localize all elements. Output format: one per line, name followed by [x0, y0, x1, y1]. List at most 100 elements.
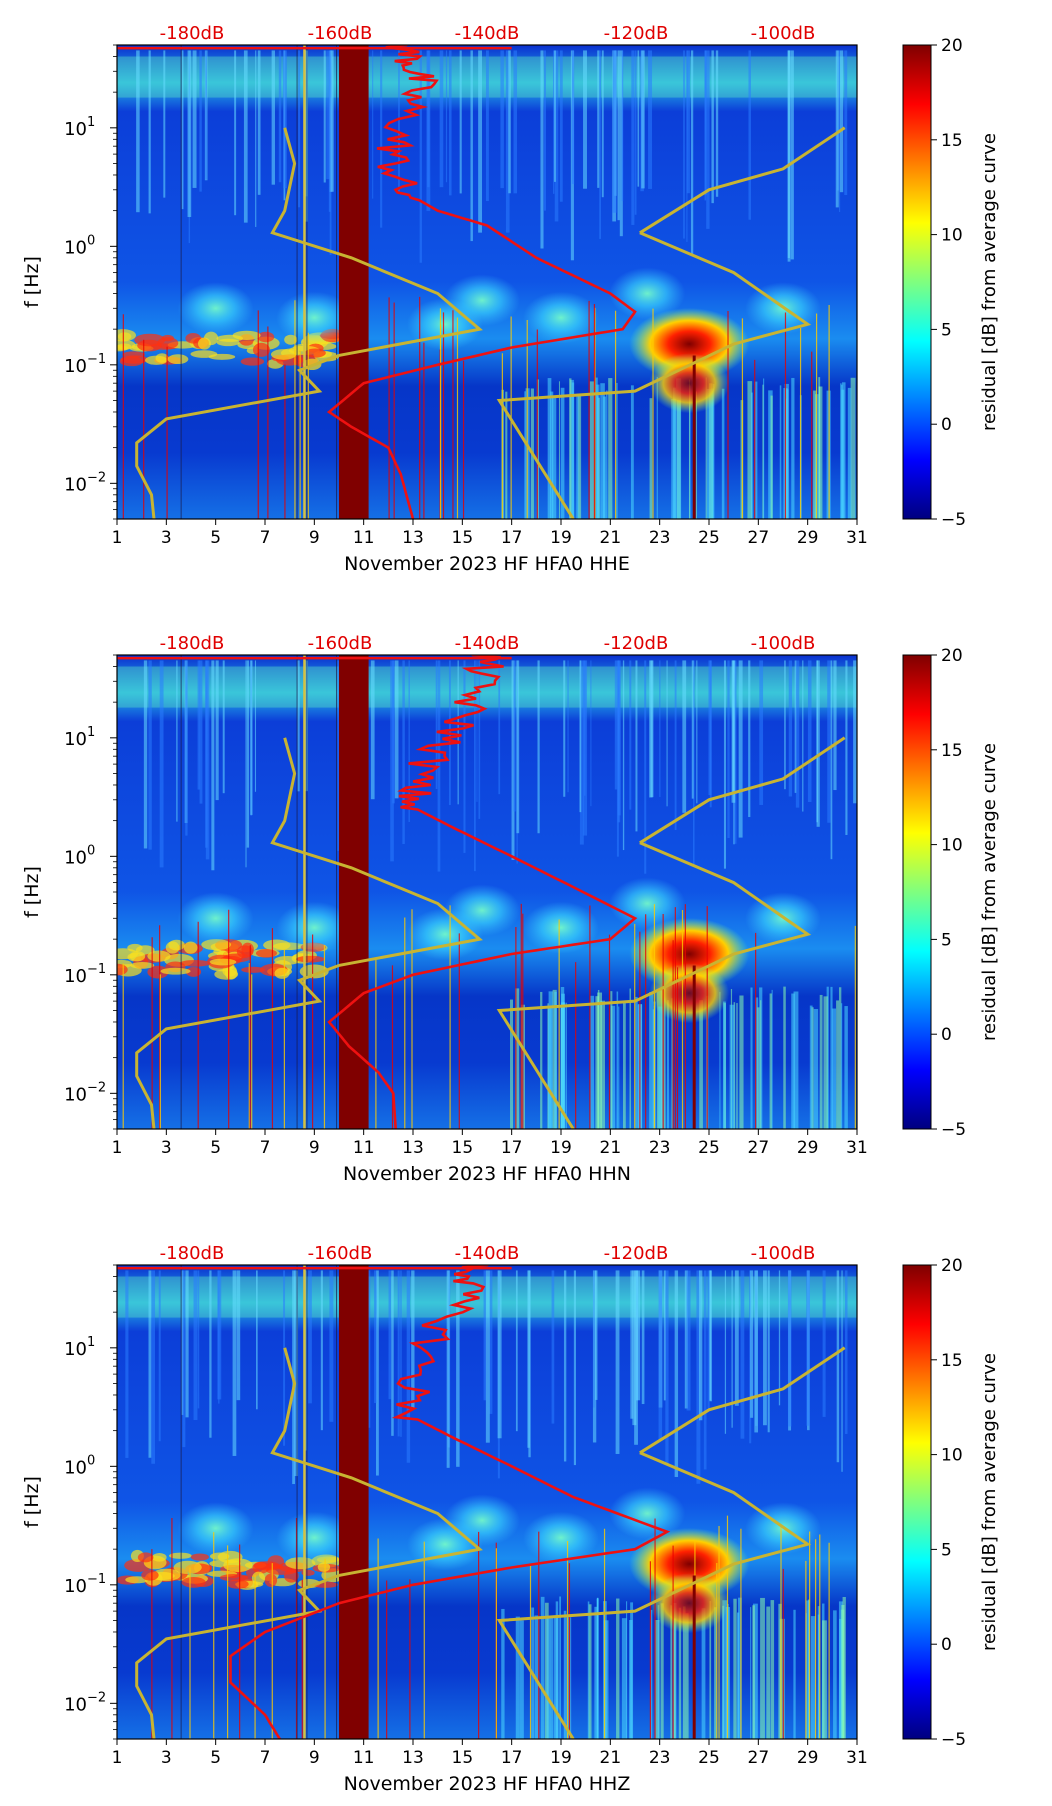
energy-patch	[276, 1511, 353, 1564]
y-tick-exponent: −2	[87, 1080, 106, 1095]
noise-streak	[708, 660, 712, 796]
x-tick-label: 29	[797, 1138, 819, 1158]
colorbar-tick-label: 5	[941, 930, 952, 950]
noise-streak	[723, 660, 727, 869]
low-freq-streak	[760, 1000, 762, 1129]
y-tick-label: 10	[64, 356, 87, 377]
x-tick-label: 19	[550, 1748, 572, 1768]
microseism-speckle	[241, 966, 266, 973]
x-tick-label: 1	[112, 1138, 123, 1158]
noise-streak	[845, 660, 848, 835]
low-freq-streak	[670, 1605, 673, 1739]
microseism-speckle	[227, 1579, 249, 1589]
x-tick-label: 7	[260, 1748, 271, 1768]
noise-streak	[419, 50, 422, 263]
colorbar-tick-label: −5	[941, 1120, 966, 1140]
low-freq-streak	[768, 390, 773, 519]
y-tick-label: 10	[64, 237, 87, 258]
low-freq-streak	[721, 388, 725, 519]
colorbar-label: residual [dB] from average curve	[979, 133, 1000, 431]
low-freq-streak	[576, 393, 580, 519]
colorbar-tick-label: 5	[941, 1540, 952, 1560]
low-freq-streak	[594, 1606, 598, 1739]
noise-streak	[511, 660, 515, 860]
noise-streak	[209, 1270, 212, 1438]
y-axis-label: f [Hz]	[21, 256, 43, 308]
low-freq-streak	[608, 378, 613, 519]
low-freq-streak	[649, 398, 653, 519]
x-tick-label: 25	[698, 1138, 720, 1158]
noise-streak	[367, 1270, 371, 1428]
low-freq-streak	[733, 1598, 737, 1739]
low-freq-streak	[841, 384, 843, 519]
noise-streak	[727, 660, 730, 839]
energy-patch	[177, 1502, 254, 1555]
top-db-label: -140dB	[455, 23, 520, 44]
low-freq-streak	[695, 391, 698, 519]
low-freq-streak	[830, 986, 833, 1129]
noise-streak	[573, 1270, 577, 1466]
low-freq-streak	[738, 1597, 742, 1739]
noise-streak	[294, 1270, 299, 1477]
microseism-speckle	[119, 356, 144, 367]
low-freq-streak	[688, 379, 690, 519]
low-freq-streak	[588, 1604, 592, 1739]
noise-streak	[205, 50, 207, 180]
noise-streak	[304, 50, 308, 222]
noise-streak	[617, 50, 620, 221]
noise-streak	[513, 660, 516, 812]
microseism-speckle	[190, 350, 218, 358]
noise-streak	[696, 1270, 701, 1484]
low-freq-streak	[621, 1618, 627, 1739]
low-freq-streak	[806, 1600, 810, 1739]
low-freq-streak	[600, 383, 605, 519]
x-tick-label: 31	[846, 528, 868, 548]
low-freq-streak	[625, 1601, 628, 1739]
noise-streak	[205, 660, 210, 860]
low-freq-streak	[569, 378, 572, 519]
noise-streak	[553, 50, 556, 182]
noise-streak	[641, 50, 645, 189]
low-freq-streak	[784, 383, 789, 519]
top-db-label: -140dB	[455, 1243, 520, 1264]
noise-streak	[304, 1270, 307, 1451]
noise-streak	[400, 1270, 402, 1437]
noise-streak	[836, 1270, 840, 1463]
noise-streak	[513, 50, 518, 194]
low-freq-streak	[723, 1001, 726, 1129]
noise-streak	[278, 50, 282, 183]
low-freq-streak	[654, 1619, 660, 1739]
microseism-speckle	[274, 967, 290, 979]
colorbar-tick-label: 15	[941, 1351, 963, 1371]
low-freq-streak	[597, 992, 603, 1129]
noise-streak	[731, 660, 736, 803]
noise-streak	[199, 660, 203, 804]
microseism-speckle	[232, 330, 261, 341]
low-freq-streak	[755, 997, 759, 1129]
microseism-speckle	[296, 955, 325, 963]
low-freq-streak	[850, 377, 856, 519]
noise-streak	[245, 660, 247, 868]
microseism-speckle	[304, 348, 326, 358]
low-freq-streak	[823, 996, 828, 1129]
x-tick-label: 19	[550, 1138, 572, 1158]
x-tick-label: 31	[846, 1138, 868, 1158]
energy-patch	[444, 274, 521, 327]
top-db-label: -100dB	[751, 23, 816, 44]
noise-streak	[243, 50, 248, 223]
low-freq-streak	[840, 383, 842, 519]
noise-streak	[515, 1270, 518, 1432]
low-freq-streak	[597, 989, 600, 1129]
x-tick-label: 17	[501, 528, 523, 548]
x-tick-label: 7	[260, 528, 271, 548]
noise-streak	[554, 50, 559, 222]
low-freq-streak	[603, 1620, 609, 1739]
low-freq-streak	[590, 995, 595, 1129]
noise-streak	[690, 50, 694, 256]
noise-streak	[619, 50, 623, 237]
gap-band	[339, 655, 369, 1129]
noise-streak	[330, 50, 334, 192]
low-freq-streak	[596, 384, 600, 519]
